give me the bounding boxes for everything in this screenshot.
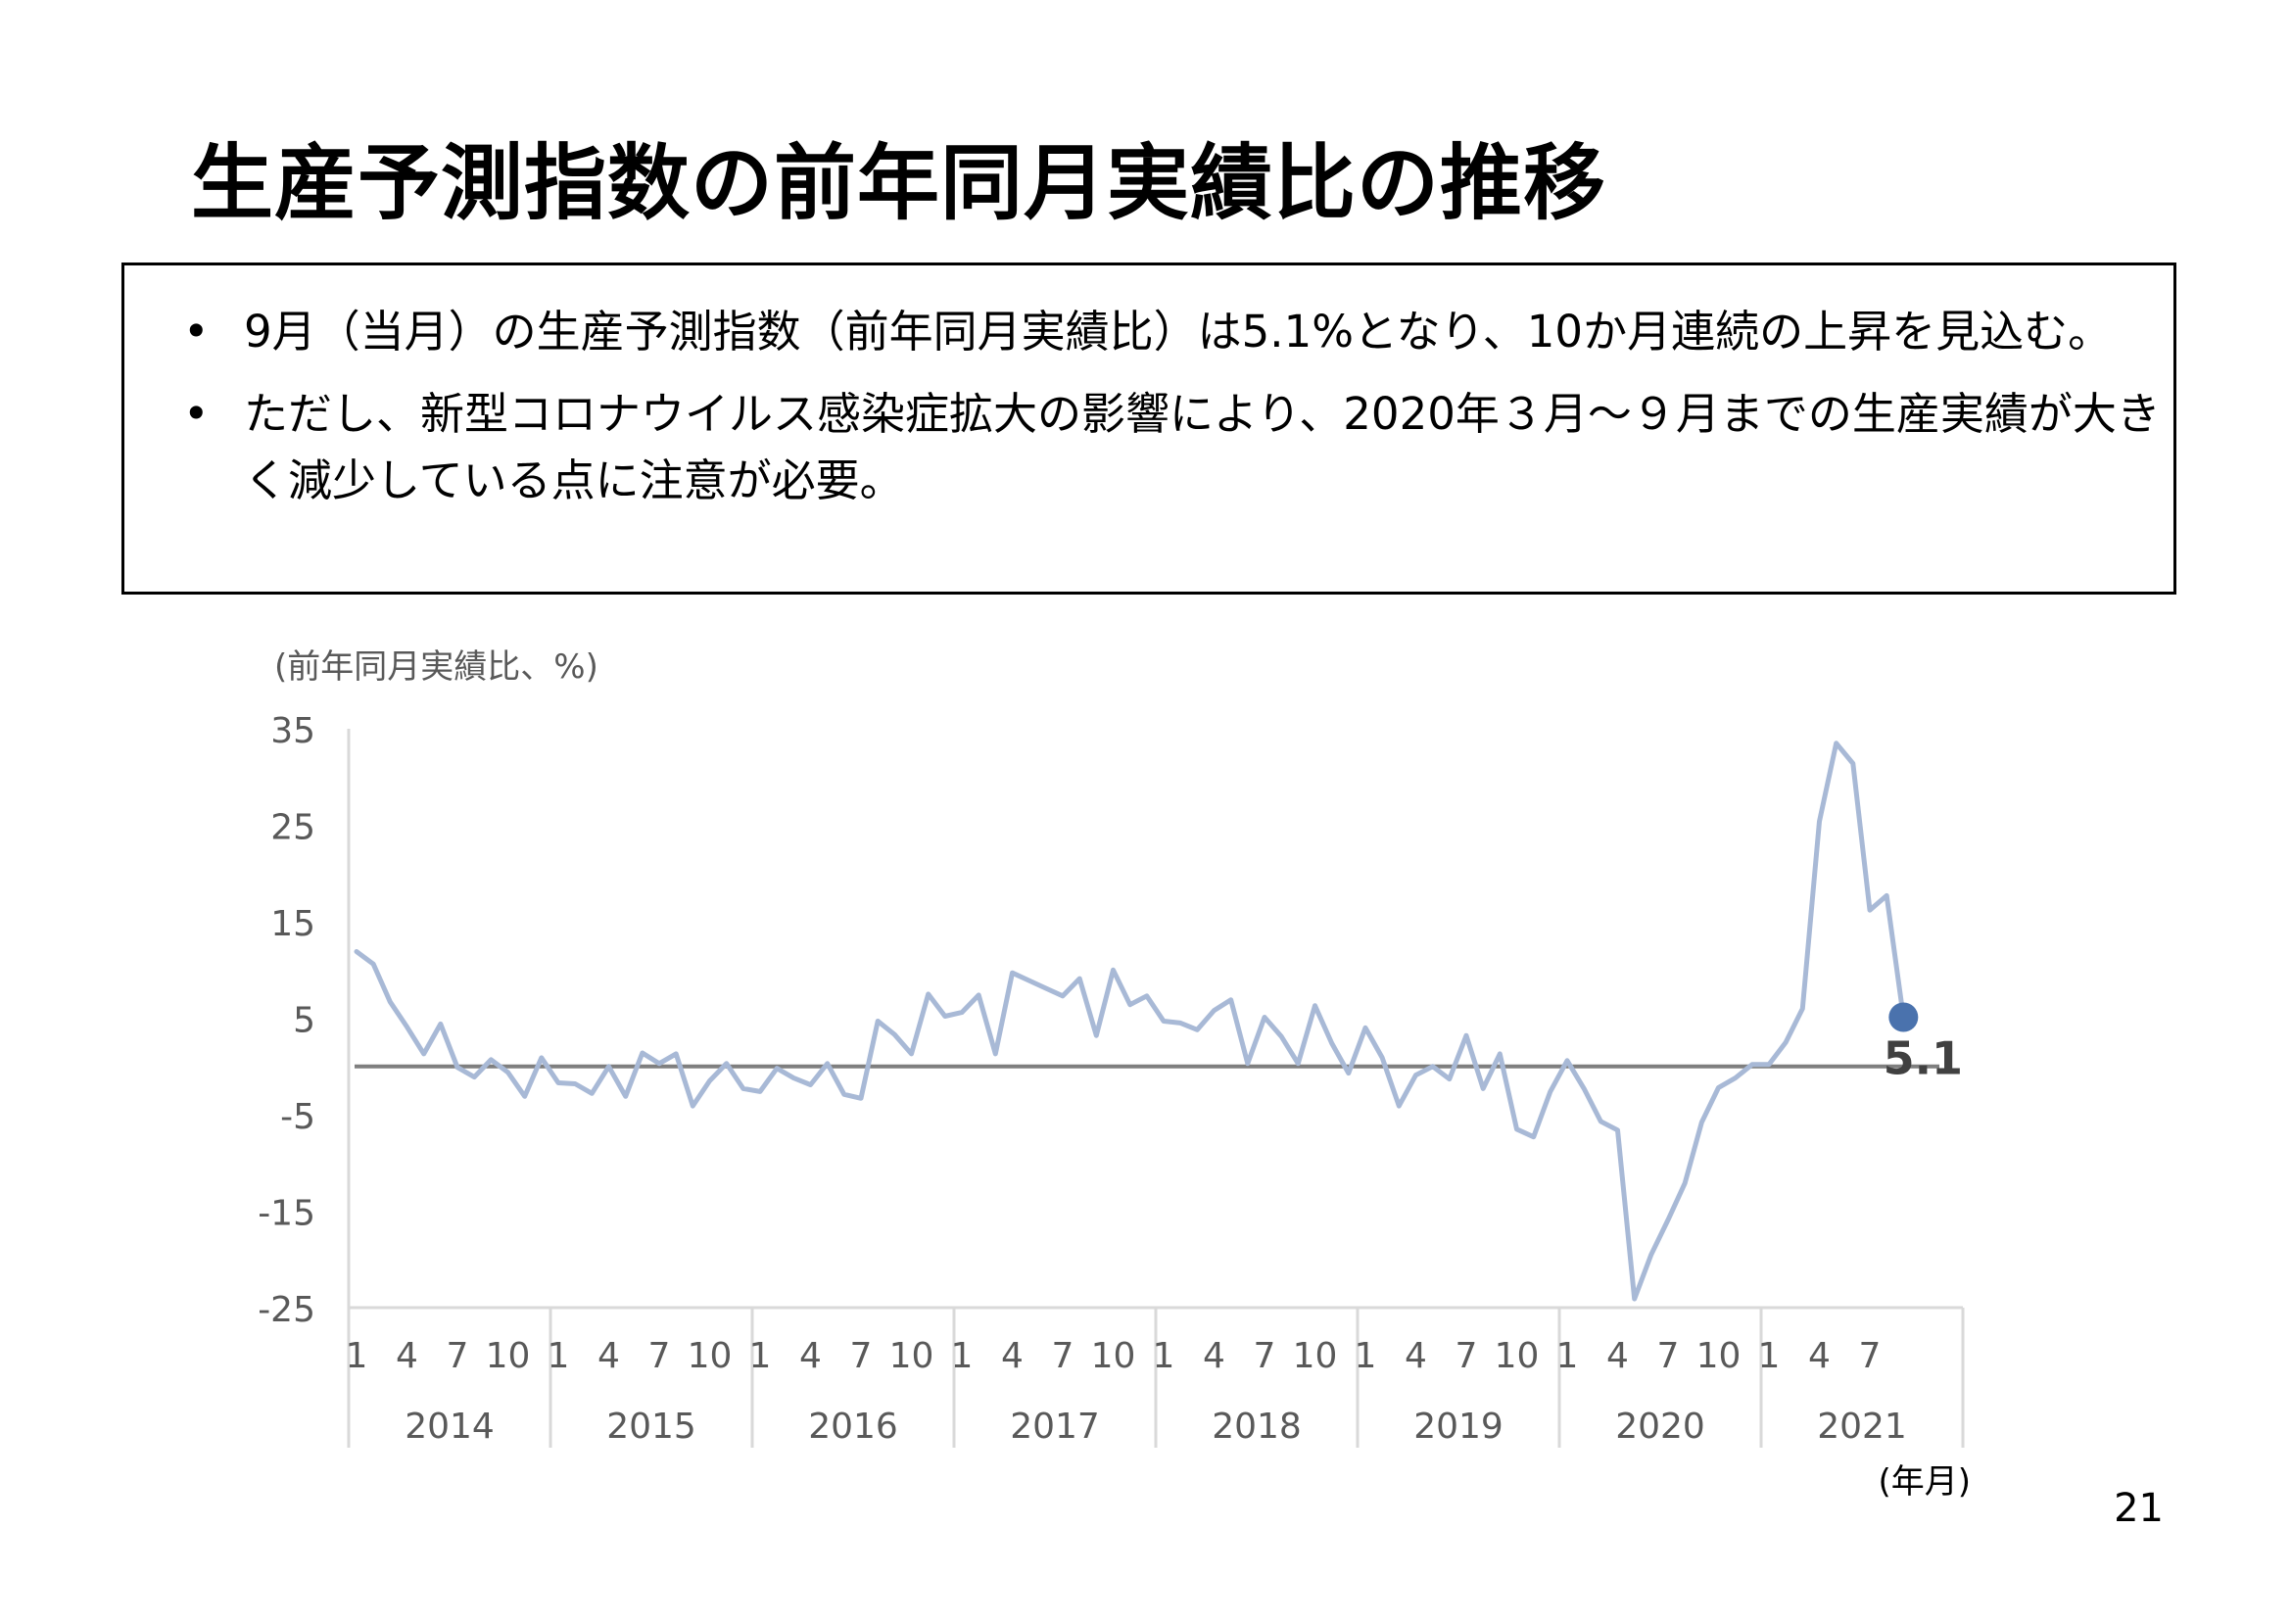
x-tick-label-month: 7 <box>850 1336 873 1376</box>
x-tick-label-month: 4 <box>1001 1336 1024 1376</box>
x-axis-title: (年月) <box>1878 1462 1971 1502</box>
y-tick-label: 5 <box>293 1001 315 1041</box>
x-tick-label-year: 2021 <box>1817 1407 1907 1447</box>
x-tick-label-month: 7 <box>1859 1336 1882 1376</box>
bullet-dot-icon: • <box>183 388 210 440</box>
x-tick-label-month: 1 <box>1153 1336 1175 1376</box>
summary-bullet: • ただし、新型コロナウイルス感染症拡大の影響により、2020年３月～９月までの… <box>183 381 2172 514</box>
y-tick-label: 35 <box>270 711 315 751</box>
x-tick-label-month: 4 <box>1405 1336 1427 1376</box>
x-tick-label-month: 1 <box>548 1336 570 1376</box>
summary-list: • 9月（当月）の生産予測指数（前年同月実績比）は5.1%となり、10か月連続の… <box>183 299 2172 530</box>
x-tick-label-year: 2017 <box>1010 1407 1100 1447</box>
bullet-dot-icon: • <box>183 306 210 358</box>
x-tick-label-month: 10 <box>688 1336 733 1376</box>
summary-bullet: • 9月（当月）の生産予測指数（前年同月実績比）は5.1%となり、10か月連続の… <box>183 299 2172 365</box>
summary-text: 9月（当月）の生産予測指数（前年同月実績比）は5.1%となり、10か月連続の上昇… <box>244 306 2113 358</box>
summary-box: • 9月（当月）の生産予測指数（前年同月実績比）は5.1%となり、10か月連続の… <box>121 263 2176 595</box>
x-tick-label-month: 10 <box>1696 1336 1742 1376</box>
y-tick-label: -15 <box>258 1194 315 1234</box>
summary-text: ただし、新型コロナウイルス感染症拡大の影響により、2020年３月～９月までの生産… <box>244 388 2161 506</box>
x-tick-label-year: 2014 <box>405 1407 495 1447</box>
x-tick-label-month: 4 <box>396 1336 418 1376</box>
x-tick-label-month: 7 <box>648 1336 671 1376</box>
x-tick-label-year: 2018 <box>1212 1407 1302 1447</box>
x-tick-label-month: 4 <box>799 1336 822 1376</box>
x-tick-label-month: 10 <box>486 1336 531 1376</box>
x-tick-label-month: 1 <box>951 1336 974 1376</box>
x-tick-label-month: 10 <box>889 1336 934 1376</box>
x-tick-label-month: 1 <box>749 1336 772 1376</box>
x-tick-label-month: 7 <box>1052 1336 1074 1376</box>
x-tick-label-month: 1 <box>346 1336 368 1376</box>
page-number: 21 <box>2114 1486 2164 1531</box>
x-tick-label-year: 2019 <box>1413 1407 1503 1447</box>
x-tick-label-month: 1 <box>1758 1336 1781 1376</box>
last-data-point <box>1888 1002 1919 1032</box>
x-tick-label-month: 4 <box>1606 1336 1629 1376</box>
x-tick-label-month: 7 <box>1254 1336 1276 1376</box>
x-tick-label-month: 7 <box>1657 1336 1680 1376</box>
x-tick-label-month: 4 <box>597 1336 620 1376</box>
x-tick-label-month: 10 <box>1293 1336 1338 1376</box>
data-series-line <box>354 740 1906 1302</box>
x-tick-label-month: 10 <box>1091 1336 1136 1376</box>
x-tick-label-month: 4 <box>1808 1336 1831 1376</box>
page-title: 生産予測指数の前年同月実績比の推移 <box>191 135 1607 231</box>
x-tick-label-month: 7 <box>447 1336 469 1376</box>
y-axis-title: (前年同月実績比、%) <box>274 647 598 687</box>
y-tick-label: 15 <box>270 904 315 944</box>
x-tick-label-month: 1 <box>1355 1336 1377 1376</box>
y-tick-label: -25 <box>258 1290 315 1330</box>
x-tick-label-month: 7 <box>1456 1336 1478 1376</box>
x-tick-label-month: 1 <box>1556 1336 1579 1376</box>
x-tick-label-year: 2016 <box>808 1407 898 1447</box>
x-tick-label-month: 10 <box>1495 1336 1540 1376</box>
x-tick-label-month: 4 <box>1203 1336 1225 1376</box>
x-tick-label-year: 2015 <box>606 1407 696 1447</box>
y-tick-label: -5 <box>280 1097 315 1137</box>
x-tick-label-year: 2020 <box>1615 1407 1705 1447</box>
y-tick-label: 25 <box>270 808 315 848</box>
last-point-data-label: 5.1 <box>1884 1032 1964 1085</box>
